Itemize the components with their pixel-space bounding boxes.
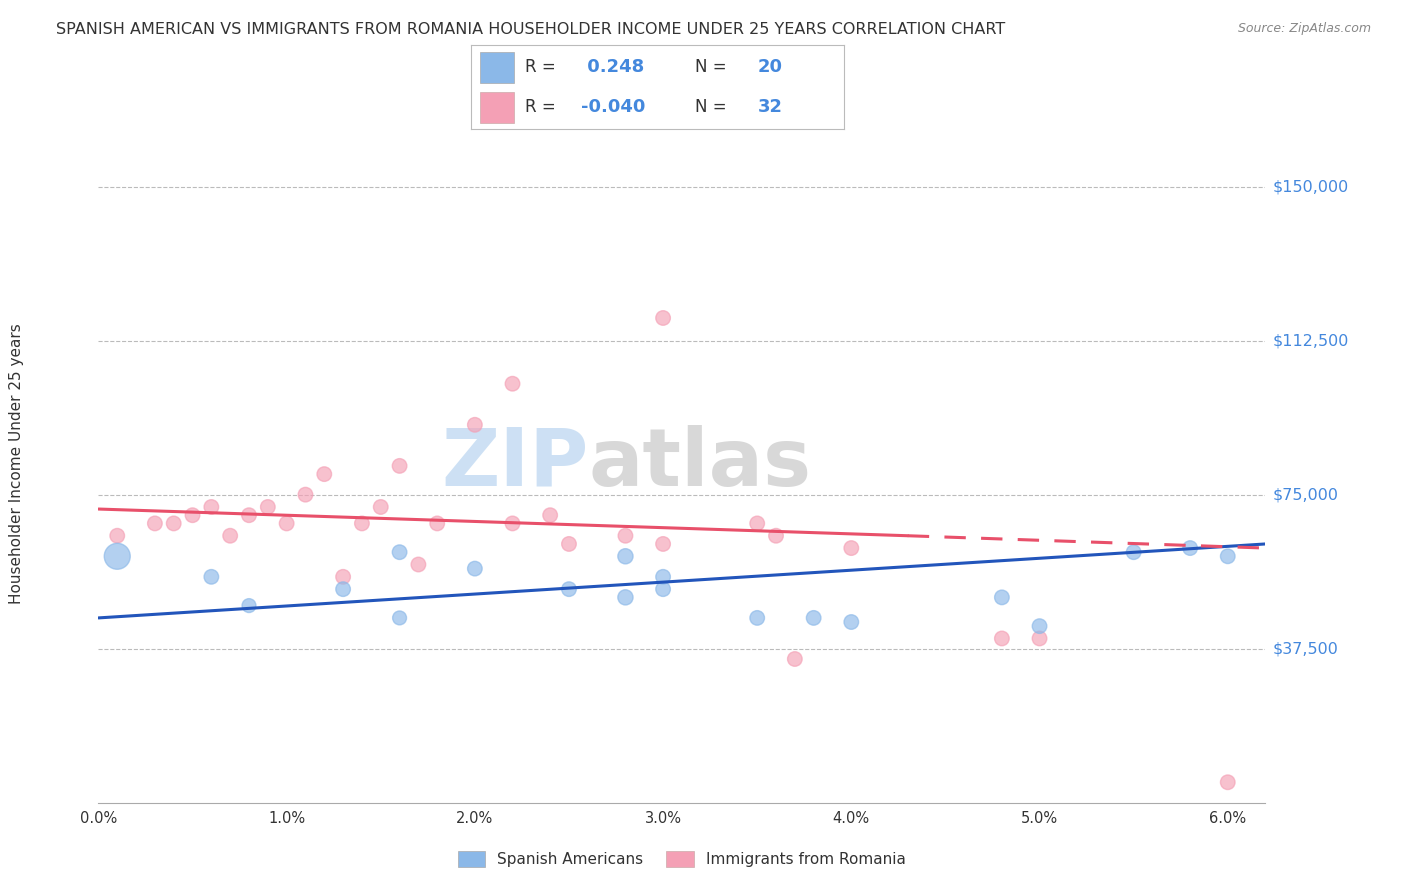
Point — [238, 508, 260, 523]
Point — [238, 599, 260, 613]
Point — [105, 549, 128, 564]
Point — [652, 310, 675, 325]
Text: Source: ZipAtlas.com: Source: ZipAtlas.com — [1237, 22, 1371, 36]
Point — [502, 516, 524, 531]
Point — [1216, 549, 1239, 564]
Text: N =: N = — [695, 59, 731, 77]
Text: N =: N = — [695, 98, 731, 116]
Text: -0.040: -0.040 — [581, 98, 645, 116]
Point — [408, 558, 430, 572]
Point — [1028, 619, 1050, 633]
Point — [614, 591, 637, 605]
Point — [332, 582, 354, 596]
Point — [991, 591, 1014, 605]
Point — [163, 516, 186, 531]
Point — [747, 611, 769, 625]
Point — [464, 561, 486, 575]
Text: ZIP: ZIP — [441, 425, 589, 503]
Point — [1122, 545, 1144, 559]
Text: Householder Income Under 25 years: Householder Income Under 25 years — [10, 324, 24, 604]
Point — [332, 570, 354, 584]
Text: 32: 32 — [758, 98, 783, 116]
Text: atlas: atlas — [589, 425, 811, 503]
Point — [370, 500, 392, 514]
Text: R =: R = — [524, 59, 561, 77]
Point — [991, 632, 1014, 646]
Point — [200, 570, 222, 584]
Point — [614, 549, 637, 564]
Point — [538, 508, 561, 523]
Bar — [481, 53, 513, 83]
Point — [314, 467, 336, 482]
Bar — [481, 92, 513, 122]
Point — [747, 516, 769, 531]
Text: $150,000: $150,000 — [1272, 179, 1348, 194]
Point — [143, 516, 166, 531]
Point — [803, 611, 825, 625]
Point — [839, 615, 862, 629]
Point — [558, 582, 581, 596]
Point — [558, 537, 581, 551]
Point — [294, 488, 316, 502]
Point — [105, 529, 128, 543]
Point — [256, 500, 278, 514]
Point — [1178, 541, 1201, 555]
Point — [464, 417, 486, 432]
Point — [388, 458, 411, 473]
Text: $112,500: $112,500 — [1272, 333, 1348, 348]
Legend: Spanish Americans, Immigrants from Romania: Spanish Americans, Immigrants from Roman… — [451, 845, 912, 873]
Point — [502, 376, 524, 391]
Text: 0.248: 0.248 — [581, 59, 644, 77]
Point — [426, 516, 449, 531]
Text: R =: R = — [524, 98, 561, 116]
Point — [181, 508, 204, 523]
Point — [652, 582, 675, 596]
Point — [1216, 775, 1239, 789]
Point — [200, 500, 222, 514]
Point — [765, 529, 787, 543]
Point — [614, 529, 637, 543]
Text: 20: 20 — [758, 59, 783, 77]
Point — [350, 516, 373, 531]
Text: SPANISH AMERICAN VS IMMIGRANTS FROM ROMANIA HOUSEHOLDER INCOME UNDER 25 YEARS CO: SPANISH AMERICAN VS IMMIGRANTS FROM ROMA… — [56, 22, 1005, 37]
Point — [652, 570, 675, 584]
Point — [783, 652, 806, 666]
Point — [219, 529, 242, 543]
Point — [276, 516, 298, 531]
Text: $75,000: $75,000 — [1272, 487, 1339, 502]
Point — [839, 541, 862, 555]
Text: $37,500: $37,500 — [1272, 641, 1339, 657]
Point — [1028, 632, 1050, 646]
Point — [388, 545, 411, 559]
Point — [388, 611, 411, 625]
Point — [652, 537, 675, 551]
